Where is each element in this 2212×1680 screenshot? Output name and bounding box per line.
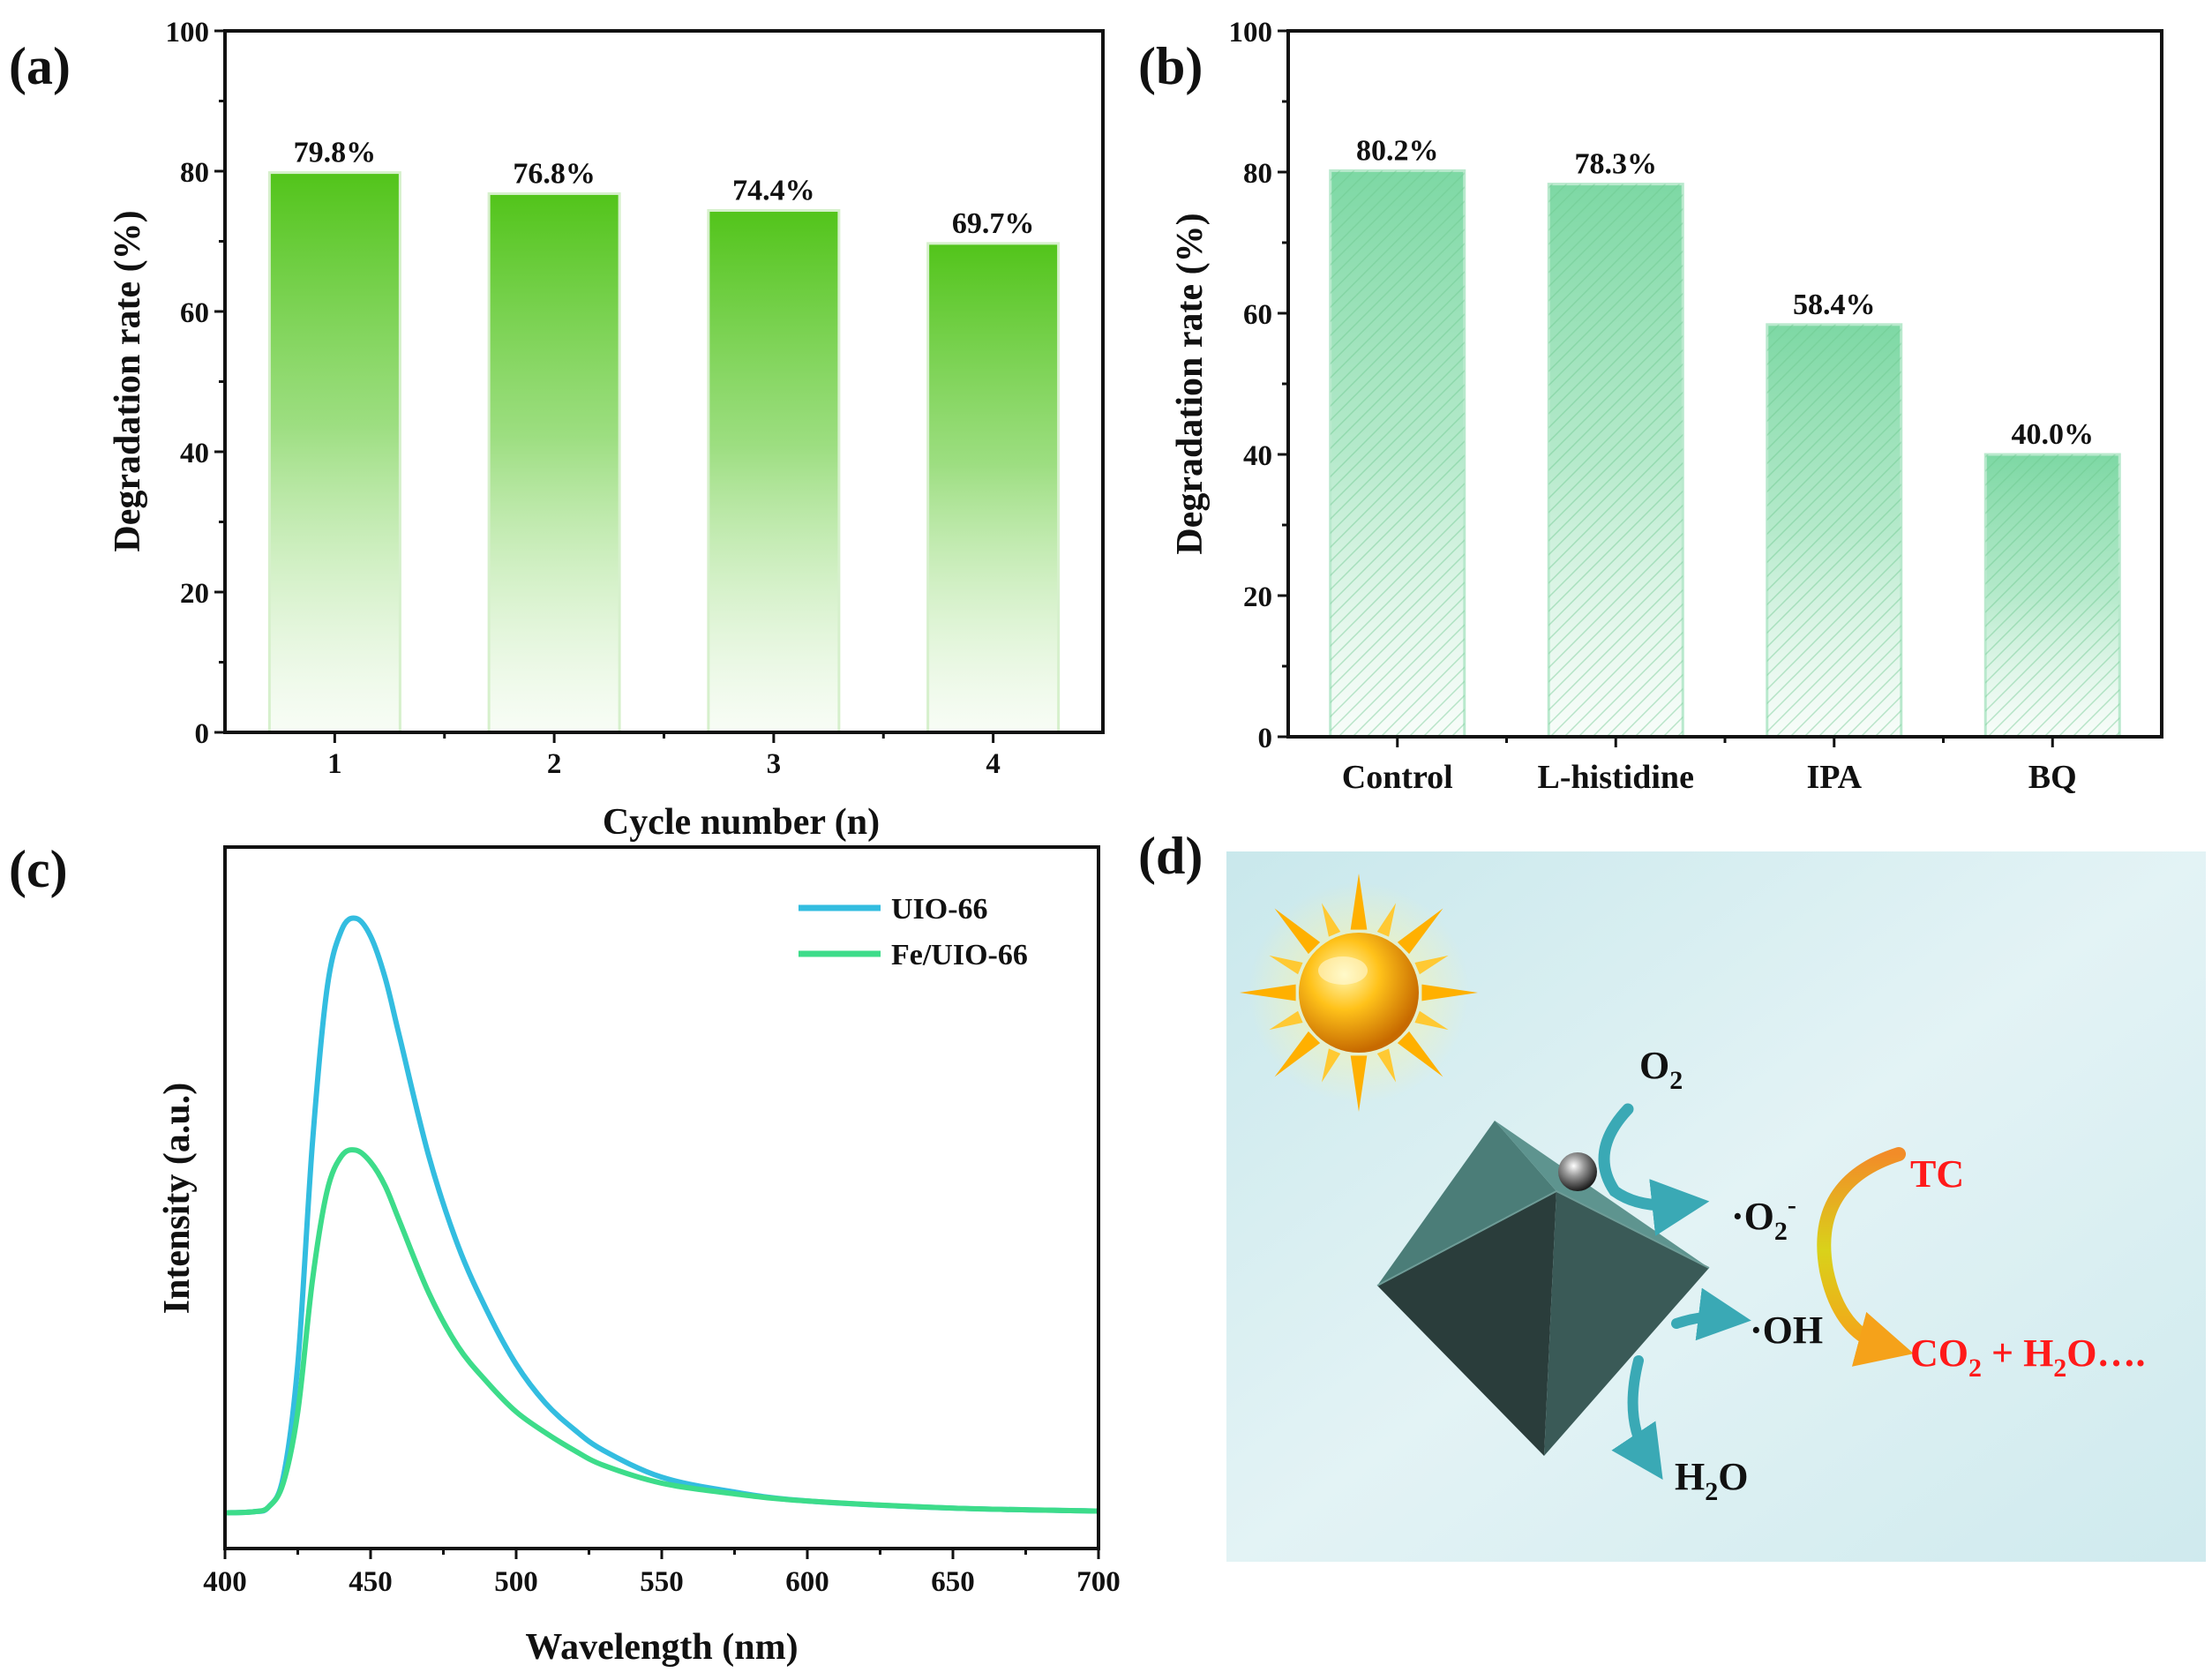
y-tick-label: 0 [1258,723,1273,754]
legend-label-uio66: UIO-66 [891,893,988,926]
panel-label-d: (d) [1138,827,1203,885]
label-h2o: H2O [1675,1455,1748,1506]
bar [487,191,621,734]
metal-site-icon [1558,1152,1597,1191]
y-tick-label: 0 [195,718,210,750]
y-axis-title-a: Degradation rate (%) [108,210,148,551]
sun-ray [1397,908,1443,955]
arrow-tc-degradation [1817,1147,1914,1367]
sun-ray [1397,1031,1443,1077]
bar-value-label: 58.4% [1793,289,1876,321]
x-axis-title-a: Cycle number (n) [603,802,880,843]
sun-ray [1321,903,1341,937]
bar [707,209,841,734]
x-tick-label: L-histidine [1538,759,1694,796]
label-tc: TC [1910,1152,1964,1196]
x-tick-label: 500 [494,1566,538,1598]
x-tick-label: 400 [203,1566,247,1598]
sun-ray [1414,1010,1449,1031]
x-tick-label: BQ [2028,759,2077,796]
sun-ray [1350,874,1368,930]
y-axis-title-c: Intensity (a.u.) [157,1083,198,1315]
sun-ray [1376,1048,1397,1083]
sun-ray [1321,1048,1341,1083]
sun-ray [1414,955,1449,975]
y-tick-label: 40 [1243,440,1272,472]
bar-value-label: 80.2% [1356,134,1439,167]
label-hydroxyl-radical: ·OH [1750,1309,1823,1352]
bar-value-label: 40.0% [2012,418,2095,451]
sun-ray [1350,1055,1368,1112]
x-tick-label: Control [1342,759,1453,796]
series-line-fe-uio-66 [224,1147,1099,1516]
label-superoxide-radical: ·O2- [1731,1190,1796,1246]
legend-label-fe-uio66: Fe/UIO-66 [891,939,1028,971]
label-o2: O2 [1639,1044,1683,1095]
pl-spectrum-chart: 400 450 500 550 600 650 700 Wavelength (nm) In… [157,845,1121,1668]
bar-hatch [1766,324,1901,737]
bar-value-label: 78.3% [1575,148,1658,181]
sun-ray [1376,903,1397,937]
x-tick-label: 1 [327,748,342,780]
y-axis-title-b: Degradation rate (%) [1170,213,1211,554]
bar-value-label: 76.8% [513,157,596,190]
y-tick-label: 100 [1229,17,1273,49]
y-tick-label: 100 [166,17,210,49]
bar [926,242,1061,734]
bar-hatch [1330,170,1465,737]
arrow-o2-to-superoxide [1598,1103,1710,1236]
panel-label-c: (c) [9,840,68,898]
x-tick-label: 700 [1076,1566,1121,1598]
sun-ray [1240,984,1296,1001]
arrow-to-hydroxyl [1671,1287,1751,1341]
x-tick-label: 4 [986,748,1001,780]
y-tick-label: 80 [1243,158,1272,190]
panel-label-a: (a) [9,37,71,95]
bar-value-label: 79.8% [294,137,377,169]
bar [267,171,401,734]
sun-ray [1269,1010,1303,1031]
sun-ray [1274,1031,1321,1077]
arrow-to-h2o [1611,1355,1663,1480]
x-tick-label: 550 [640,1566,684,1598]
y-tick-label: 40 [180,438,209,469]
panel-label-b: (b) [1138,37,1203,95]
label-products: CO2 + H2O…. [1910,1331,2146,1383]
x-tick-label: 450 [349,1566,393,1598]
x-tick-label: 600 [785,1566,829,1598]
y-tick-label: 80 [180,157,209,189]
y-tick-label: 60 [1243,299,1272,331]
x-tick-label: 3 [767,748,782,780]
y-tick-label: 20 [180,578,209,610]
y-tick-label: 20 [1243,581,1272,613]
bar-chart-scavengers: 80.2% 78.3% 58.4% 40.0% 0 20 40 60 80 100 Control… [1170,17,2163,796]
bar-hatch [1985,454,2120,737]
sun-ray [1269,955,1303,975]
x-axis-title-c: Wavelength (nm) [525,1627,798,1668]
sun-ray [1274,908,1321,955]
sun-ray [1421,984,1478,1001]
y-tick-label: 60 [180,297,209,329]
x-tick-label: 650 [931,1566,975,1598]
bar-value-label: 69.7% [952,207,1035,240]
x-tick-label: IPA [1806,759,1862,796]
bar-hatch [1548,184,1683,738]
bar-chart-cycles: 79.8% 76.8% 74.4% 69.7% 0 20 40 60 80 100 1 2 3 4 Cy… [108,17,1105,843]
sun-icon [1240,874,1478,1112]
series-line-uio-66 [224,915,1099,1516]
x-tick-label: 2 [547,748,562,780]
bar-value-label: 74.4% [732,175,815,207]
mechanism-schematic: O2 ·O2- ·OH H2O TC CO2 + H2O…. [1226,851,2206,1562]
legend: UIO-66 Fe/UIO-66 [799,893,1028,971]
